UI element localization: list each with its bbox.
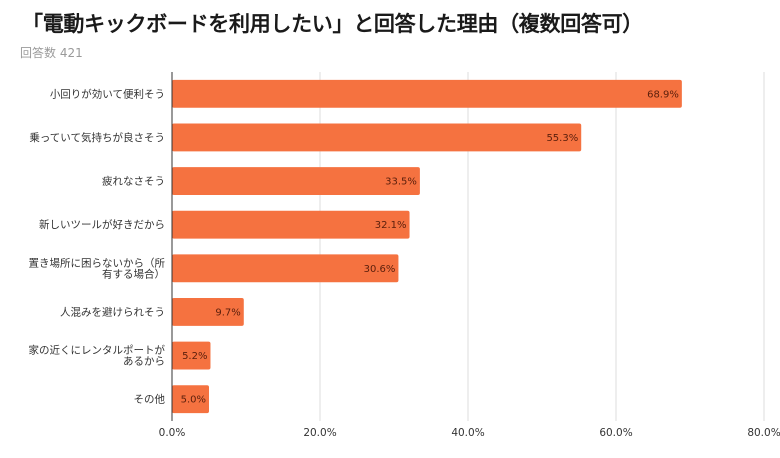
category-label-line: 疲れなさそう bbox=[102, 175, 165, 188]
data-label: 5.0% bbox=[181, 395, 206, 406]
category-label-line: 新しいツールが好きだから bbox=[39, 218, 165, 231]
chart-title: 「電動キックボードを利用したい」と回答した理由（複数回答可） bbox=[22, 12, 643, 36]
x-tick-label: 40.0% bbox=[451, 427, 484, 439]
bar bbox=[172, 297, 244, 326]
data-label: 55.3% bbox=[546, 133, 578, 144]
category-label-line: 有する場合） bbox=[102, 267, 165, 280]
category-label: 疲れなさそう bbox=[102, 175, 165, 188]
category-label: 新しいツールが好きだから bbox=[39, 218, 165, 231]
data-label: 33.5% bbox=[385, 177, 417, 188]
bar bbox=[172, 385, 209, 414]
x-tick-label: 60.0% bbox=[599, 427, 632, 439]
x-tick-label: 20.0% bbox=[303, 427, 336, 439]
data-label: 68.9% bbox=[647, 89, 679, 100]
category-label-line: 家の近くにレンタルポートが bbox=[29, 344, 166, 357]
category-label-line: 乗っていて気持ちが良さそう bbox=[29, 131, 165, 144]
category-label: その他 bbox=[134, 393, 166, 406]
category-label: 小回りが効いて便利そう bbox=[50, 87, 165, 100]
category-label: 置き場所に困らないから（所有する場合） bbox=[29, 256, 166, 280]
category-label: 家の近くにレンタルポートがあるから bbox=[29, 344, 166, 368]
bar bbox=[172, 167, 420, 196]
x-tick-label: 0.0% bbox=[159, 427, 186, 439]
category-label-line: その他 bbox=[134, 393, 166, 406]
bar bbox=[172, 254, 399, 283]
data-label: 30.6% bbox=[364, 264, 396, 275]
bar bbox=[172, 341, 211, 370]
data-label: 32.1% bbox=[375, 220, 407, 231]
data-label: 9.7% bbox=[215, 307, 240, 318]
x-tick-label: 80.0% bbox=[747, 427, 780, 439]
category-label-line: あるから bbox=[123, 356, 165, 368]
chart-subtitle: 回答数 421 bbox=[20, 46, 83, 60]
category-label-line: 人混みを避けられそう bbox=[60, 305, 165, 318]
category-label-line: 置き場所に困らないから（所 bbox=[29, 256, 166, 269]
data-label: 5.2% bbox=[182, 351, 207, 362]
category-label-line: 小回りが効いて便利そう bbox=[50, 87, 165, 100]
category-label: 人混みを避けられそう bbox=[60, 305, 165, 318]
bar bbox=[172, 210, 410, 239]
category-label: 乗っていて気持ちが良さそう bbox=[29, 131, 165, 144]
bar bbox=[172, 123, 582, 152]
bar bbox=[172, 79, 682, 108]
